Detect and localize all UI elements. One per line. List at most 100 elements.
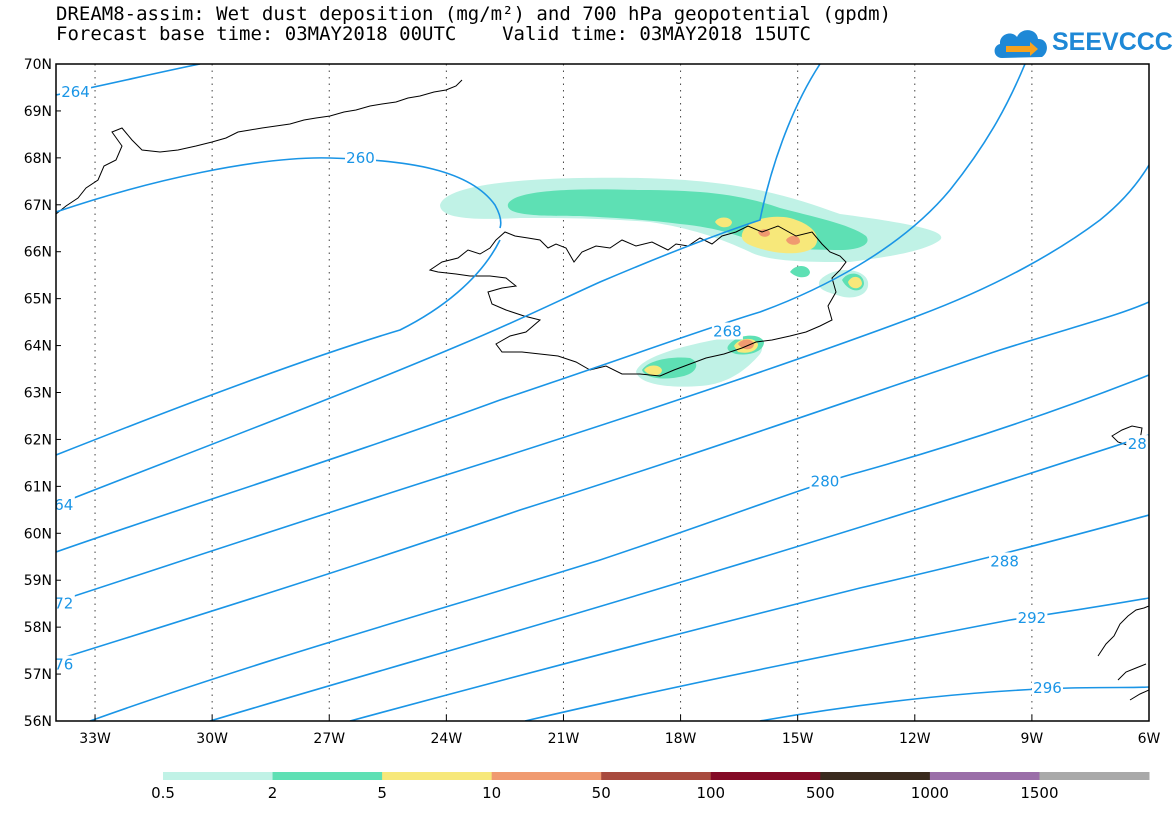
contour-label-bg [56, 496, 75, 514]
latitude-label: 57N [24, 667, 52, 683]
geopotential-contours [56, 64, 1149, 721]
contour-280 [89, 374, 1149, 721]
contour-284 [209, 434, 1149, 721]
dust-area-green-a [790, 266, 810, 278]
latitude-label: 59N [24, 573, 52, 589]
axis-ticks [56, 110, 1150, 721]
latitude-label: 62N [24, 432, 52, 448]
contour-label-bg [989, 552, 1021, 570]
contour-label: 268 [713, 322, 742, 340]
contour-label-bg [1032, 679, 1064, 697]
contour-lower-left [56, 239, 501, 456]
colorbar-segment [710, 772, 821, 780]
dust-area-yellow-a [741, 216, 818, 254]
latitude-label: 69N [24, 104, 52, 120]
contour-label: 264 [61, 83, 90, 101]
longitude-label: 9W [1021, 731, 1044, 747]
contour-label: 288 [990, 552, 1019, 570]
dust-area-yellow-b [715, 217, 732, 228]
contour-label-bg [1126, 435, 1149, 453]
dust-area-orange-c [786, 235, 800, 245]
contour-268a [56, 64, 1026, 553]
contour-label-bg [344, 148, 376, 166]
longitude-label: 33W [79, 731, 111, 747]
contour-288 [349, 514, 1149, 721]
contour-label: 28 [1128, 435, 1147, 453]
contour-label: 64 [54, 496, 73, 514]
map-subtitle: Forecast base time: 03MAY2018 00UTC Vali… [56, 23, 811, 45]
colorbar [163, 772, 1150, 780]
map-title: DREAM8-assim: Wet dust deposition (mg/m²… [56, 3, 892, 25]
latitude-label: 66N [24, 245, 52, 261]
colorbar-label: 2 [267, 784, 278, 802]
contour-label-bg [809, 472, 841, 490]
longitude-label: 6W [1138, 731, 1161, 747]
longitude-label: 27W [313, 731, 345, 747]
coastline [56, 79, 1149, 701]
colorbar-segment [820, 772, 931, 780]
contour-260 [56, 157, 502, 229]
contour-label: 72 [54, 595, 73, 613]
contour-292 [524, 597, 1149, 721]
contour-label-bg [1016, 608, 1048, 626]
contour-label-bg [711, 322, 743, 340]
colorbar-segment [601, 772, 712, 780]
colorbar-segment [929, 772, 1040, 780]
logo-text: SEEVCCC [1052, 28, 1173, 56]
contour-label: 296 [1033, 679, 1062, 697]
greenland-coastline [56, 79, 463, 215]
contour-label: 280 [811, 473, 840, 491]
iceland-coastline [428, 225, 847, 377]
longitude-label: 15W [782, 731, 814, 747]
latitude-label: 58N [24, 620, 52, 636]
colorbar-segment [163, 772, 274, 780]
contour-labels: 264 260 268 280 288 292 296 64 72 76 28 [54, 83, 1149, 697]
longitude-label: 18W [665, 731, 697, 747]
latitude-label: 56N [24, 714, 52, 730]
colorbar-segment [491, 772, 602, 780]
colorbar-label: 10 [482, 784, 502, 802]
dust-area-orange-a [738, 339, 754, 350]
latitude-label: 68N [24, 151, 52, 167]
faroe-coastline [1111, 425, 1143, 447]
longitude-label: 30W [196, 731, 228, 747]
contour-label-bg [60, 83, 92, 101]
latitude-label: 61N [24, 479, 52, 495]
longitude-label: 12W [899, 731, 931, 747]
cloud-arrow-icon [994, 30, 1047, 58]
latitude-label: 64N [24, 339, 52, 355]
contour-296 [759, 686, 1149, 721]
contour-label: 260 [346, 149, 375, 167]
colorbar-segment [1039, 772, 1150, 780]
colorbar-label: 500 [806, 784, 835, 802]
longitude-labels: 33W 30W 27W 24W 21W 18W 15W 12W 9W 6W [79, 731, 1160, 747]
colorbar-segment [272, 772, 383, 780]
graticule-grid [94, 64, 1033, 721]
colorbar-label: 5 [377, 784, 387, 802]
contour-276 [56, 301, 1149, 661]
contour-label: 76 [54, 656, 73, 674]
colorbar-segment [382, 772, 493, 780]
colorbar-label: 100 [696, 784, 726, 802]
contour-label: 292 [1018, 609, 1047, 627]
longitude-label: 24W [431, 731, 463, 747]
latitude-label: 63N [24, 386, 52, 402]
contour-label-bg [56, 594, 75, 612]
latitude-label: 67N [24, 198, 52, 214]
scotland-coastline [1097, 605, 1149, 701]
dust-area-yellow-c [848, 276, 862, 289]
latitude-labels: 70N 69N 68N 67N 66N 65N 64N 63N 62N 61N 60N 59N 58N 5… [24, 57, 52, 730]
dust-area-yellow-d [644, 365, 662, 376]
longitude-label: 21W [548, 731, 580, 747]
colorbar-label: 50 [591, 784, 611, 802]
latitude-label: 65N [24, 292, 52, 308]
contour-264b [56, 64, 821, 506]
colorbar-label: 1000 [910, 784, 949, 802]
latitude-label: 60N [24, 526, 52, 542]
dust-deposition-field [440, 177, 942, 387]
colorbar-label: 0.5 [151, 784, 175, 802]
colorbar-label: 1500 [1020, 784, 1059, 802]
contour-272 [56, 164, 1149, 603]
contour-label-bg [56, 655, 75, 673]
